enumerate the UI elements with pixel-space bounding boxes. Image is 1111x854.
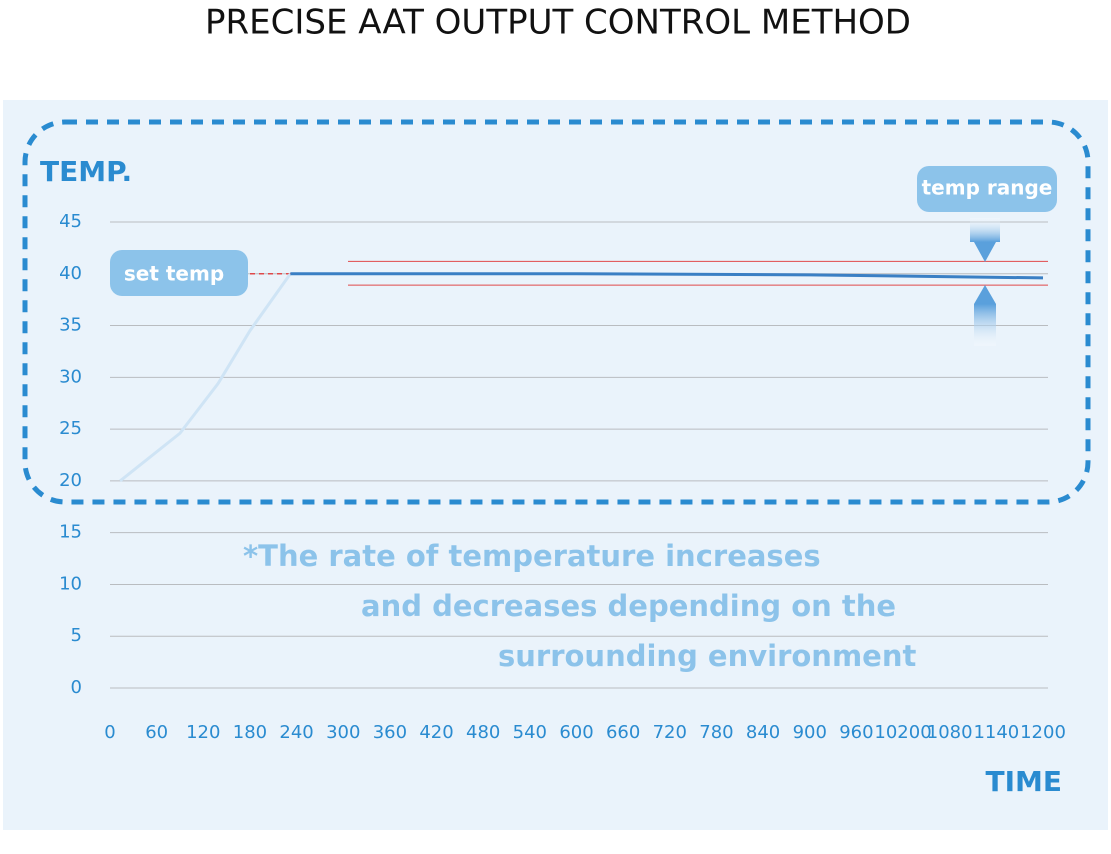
y-tick-label: 40 — [59, 263, 82, 284]
series-line — [290, 272, 1044, 280]
note: *The rate of temperature increases — [243, 539, 821, 573]
callout: set temp — [124, 262, 224, 286]
x-tick-label: 10200 — [874, 722, 931, 743]
y-tick-label: 35 — [59, 315, 82, 336]
x-tick-label: 180 — [233, 722, 267, 743]
arrow-down — [970, 218, 1000, 242]
callout-box — [110, 250, 248, 296]
callout-box — [917, 166, 1057, 212]
highlight-frame — [22, 119, 1091, 505]
x-tick-label: 600 — [559, 722, 593, 743]
y-axis-label: TEMP. — [40, 155, 132, 188]
x-tick-label: 480 — [466, 722, 500, 743]
x-tick-label: 1140 — [973, 722, 1019, 743]
x-tick-label: 540 — [513, 722, 547, 743]
x-tick-label: 60 — [145, 722, 168, 743]
x-tick-label: 300 — [326, 722, 360, 743]
series-line — [119, 272, 292, 483]
y-tick-label: 20 — [59, 470, 82, 491]
x-tick-label: 960 — [839, 722, 873, 743]
y-tick-label: 10 — [59, 573, 82, 594]
x-axis-label: TIME — [985, 765, 1062, 798]
y-tick-label: 0 — [71, 677, 82, 698]
y-tick-label: 15 — [59, 522, 82, 543]
x-tick-label: 900 — [793, 722, 827, 743]
chart-title: PRECISE AAT OUTPUT CONTROL METHOD — [205, 3, 911, 43]
note: surrounding environment — [498, 639, 916, 673]
y-tick-label: 25 — [59, 418, 82, 439]
x-tick-label: 240 — [279, 722, 313, 743]
y-tick-label: 5 — [71, 625, 82, 646]
x-tick-label: 840 — [746, 722, 780, 743]
x-tick-label: 360 — [373, 722, 407, 743]
x-tick-label: 1080 — [927, 722, 973, 743]
y-tick-label: 30 — [59, 366, 82, 387]
x-tick-label: 0 — [104, 722, 115, 743]
x-tick-label: 420 — [419, 722, 453, 743]
arrow-up — [974, 304, 996, 346]
x-tick-label: 660 — [606, 722, 640, 743]
x-tick-label: 120 — [186, 722, 220, 743]
callout: temp range — [922, 176, 1053, 200]
arrow-down-head — [974, 242, 996, 262]
arrow-up-head — [974, 285, 996, 304]
x-tick-label: 1200 — [1020, 722, 1066, 743]
note: and decreases depending on the — [361, 589, 896, 623]
x-tick-label: 780 — [699, 722, 733, 743]
y-tick-label: 45 — [59, 211, 82, 232]
x-tick-label: 720 — [653, 722, 687, 743]
